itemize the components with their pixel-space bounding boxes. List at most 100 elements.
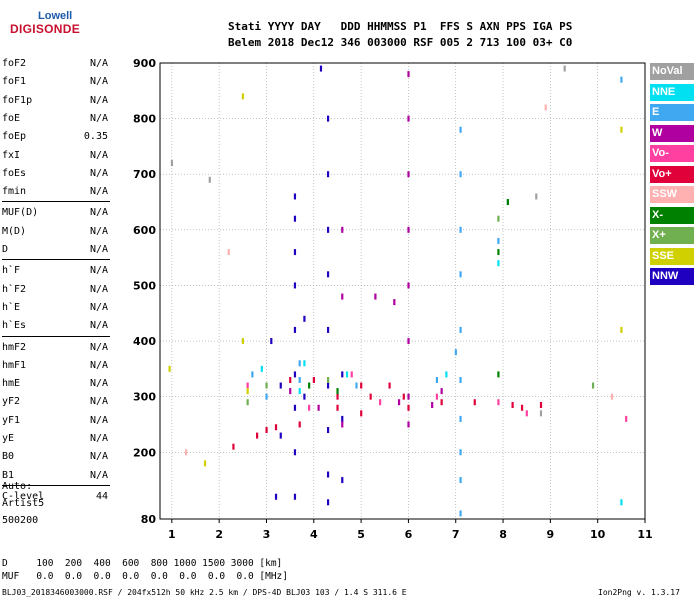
data-point: [407, 226, 410, 233]
data-point: [459, 326, 462, 333]
x-tick-label: 2: [215, 528, 223, 541]
panel-divider: [2, 335, 110, 337]
data-point: [539, 410, 543, 417]
data-point: [345, 371, 349, 378]
data-point: [435, 376, 439, 383]
param-label: fxI: [2, 149, 21, 161]
data-point: [459, 271, 462, 278]
param-label: h`E: [2, 301, 21, 313]
data-point: [312, 376, 315, 383]
data-point: [293, 493, 297, 500]
logo-lowell: Lowell: [38, 10, 73, 22]
data-point: [459, 415, 462, 422]
data-point: [256, 432, 259, 439]
y-tick-label: 900: [133, 57, 156, 70]
data-point: [402, 393, 405, 400]
param-label: h`Es: [2, 320, 27, 332]
data-point: [341, 293, 344, 300]
data-point: [293, 215, 297, 222]
data-point: [360, 410, 363, 417]
param-value: N/A: [89, 414, 108, 426]
autoscale-code: 500200: [2, 515, 39, 526]
param-value: N/A: [89, 167, 108, 179]
legend-item: X-: [650, 206, 694, 224]
param-label: h`F2: [2, 283, 27, 295]
data-point: [473, 399, 476, 406]
legend-item: X+: [650, 227, 694, 244]
footer-file-info: BLJ03_2018346003000.RSF / 204fx512h 50 k…: [2, 588, 407, 597]
data-point: [289, 376, 292, 383]
data-point: [326, 499, 330, 506]
data-point: [620, 499, 623, 506]
data-point: [326, 382, 330, 389]
data-point: [293, 282, 297, 289]
x-tick-label: 8: [499, 528, 507, 541]
data-point: [168, 365, 171, 372]
data-point: [459, 226, 462, 233]
param-value: N/A: [89, 207, 108, 219]
legend-item: NNE: [650, 83, 694, 101]
data-point: [274, 493, 278, 500]
data-point: [170, 160, 174, 167]
legend-item: Vo+: [650, 165, 694, 183]
x-tick-label: 5: [357, 528, 365, 541]
param-label: hmF1: [2, 359, 27, 371]
data-point: [397, 399, 401, 406]
data-point: [374, 293, 377, 300]
data-point: [497, 371, 500, 378]
x-tick-label: 1: [168, 528, 176, 541]
data-point: [497, 249, 500, 256]
data-point: [459, 449, 462, 456]
x-tick-label: 10: [590, 528, 606, 541]
data-point: [270, 338, 273, 345]
param-value: N/A: [89, 76, 108, 88]
panel-divider: [2, 259, 110, 261]
param-value: 0.35: [83, 131, 108, 143]
footer-distance-row: D 100 200 400 600 800 1000 1500 3000 [km…: [2, 558, 283, 569]
data-point: [459, 171, 462, 178]
data-point: [360, 382, 363, 389]
data-point: [260, 365, 263, 372]
data-point: [544, 104, 547, 111]
param-label: B1: [2, 469, 15, 481]
param-value: N/A: [89, 359, 108, 371]
param-value: N/A: [89, 396, 108, 408]
data-point: [435, 393, 439, 400]
param-label: M(D): [2, 225, 27, 237]
data-point: [369, 393, 372, 400]
data-point: [620, 126, 623, 133]
data-point: [326, 271, 330, 278]
data-point: [279, 432, 282, 439]
data-point: [298, 376, 301, 383]
param-value: N/A: [89, 451, 108, 463]
y-tick-label: 80: [141, 513, 157, 526]
data-point: [308, 382, 311, 389]
parameter-panel: foF2 N/A foF1 N/A foF1p N/A foE N/A foEp 0.35 fxI N…: [0, 0, 112, 540]
data-point: [208, 176, 211, 183]
data-point: [388, 382, 391, 389]
param-label: fmin: [2, 186, 27, 198]
data-point: [265, 393, 268, 400]
data-point: [319, 65, 323, 72]
param-label: D: [2, 244, 9, 255]
data-point: [341, 226, 344, 233]
data-point: [440, 388, 443, 395]
data-point: [497, 237, 500, 244]
data-point: [293, 449, 297, 456]
param-label: MUF(D): [2, 207, 39, 219]
data-point: [274, 424, 278, 431]
data-point: [203, 460, 207, 467]
data-point: [341, 477, 344, 484]
legend-item: NNW: [650, 268, 694, 285]
y-tick-label: 600: [133, 224, 156, 237]
data-point: [265, 427, 268, 434]
data-point: [246, 382, 249, 389]
param-value: N/A: [89, 341, 108, 353]
data-point: [293, 193, 297, 200]
data-point: [511, 402, 514, 408]
param-label: foF1: [2, 76, 27, 88]
param-label: yF2: [2, 396, 21, 408]
data-point: [431, 402, 434, 408]
auto-label: Auto:: [2, 481, 33, 492]
